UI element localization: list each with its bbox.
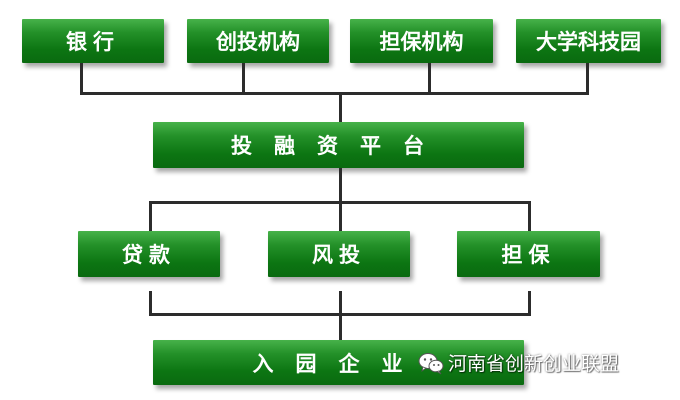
box-bank: 银行 (22, 19, 164, 63)
box-venture-capital: 风投 (268, 231, 410, 277)
connector-middle-guarantee-drop (528, 201, 531, 231)
box-guarantee-institution: 担保机构 (350, 19, 493, 63)
watermark-text: 河南省创新创业联盟 (448, 353, 620, 375)
watermark: 河南省创新创业联盟 (418, 349, 619, 376)
box-university-science-park: 大学科技园 (516, 19, 661, 63)
box-resident-enterprises: 入园企业 (153, 340, 524, 385)
box-guarantee: 担保 (457, 231, 600, 277)
connector-top-venture-drop (242, 63, 245, 94)
box-venture-institution: 创投机构 (187, 19, 329, 63)
box-loan: 贷款 (78, 231, 220, 277)
connector-top-horizontal (80, 92, 589, 95)
connector-bottom-loan-drop (149, 291, 152, 315)
wechat-icon (418, 351, 444, 375)
connector-top-guarantee-drop (428, 63, 431, 94)
connector-middle-loan-drop (149, 201, 152, 231)
connector-top-park-drop (586, 63, 589, 94)
connector-middle-vc-drop (339, 201, 342, 231)
connector-bottom-guarantee-drop (528, 291, 531, 315)
box-investment-financing-platform: 投融资平台 (153, 122, 524, 168)
connector-platform-down (339, 168, 342, 203)
connector-bottom-horizontal (149, 313, 531, 316)
connector-top-to-platform (339, 92, 342, 122)
connector-top-bank-drop (80, 63, 83, 94)
connector-bottom-vc-drop (339, 291, 342, 341)
